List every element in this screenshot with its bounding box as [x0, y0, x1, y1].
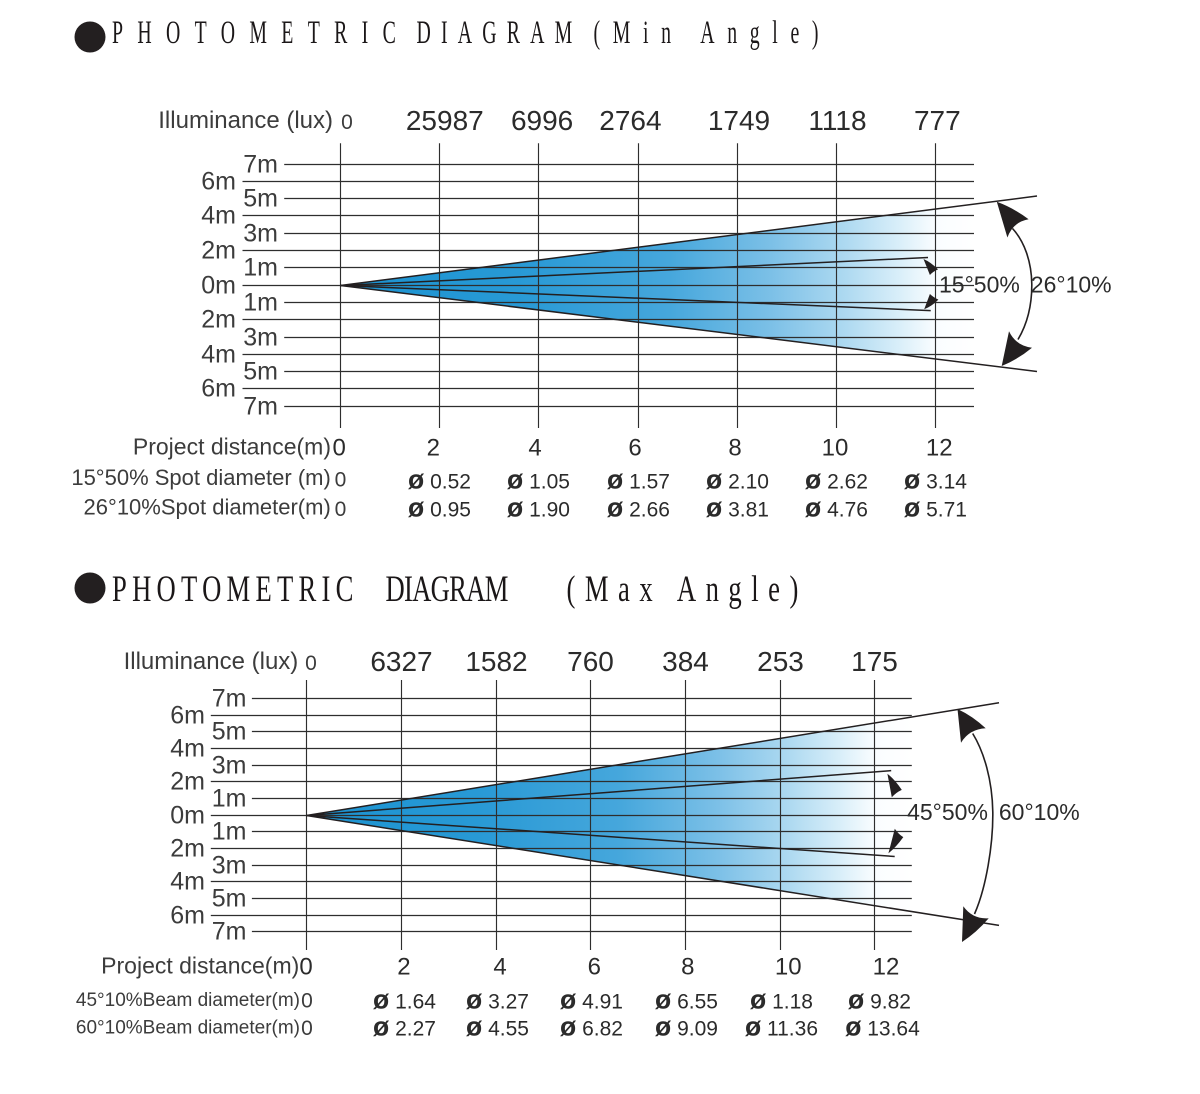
- svg-text:Project distance(m): Project distance(m): [133, 434, 331, 460]
- svg-text:45°50%: 45°50%: [907, 799, 988, 825]
- svg-text:25987: 25987: [406, 105, 484, 136]
- svg-text:4m: 4m: [201, 202, 236, 230]
- svg-text:15°50% Spot diameter (m): 15°50% Spot diameter (m): [71, 465, 330, 490]
- svg-text:4m: 4m: [201, 341, 236, 369]
- svg-text:6m: 6m: [201, 375, 236, 403]
- svg-text:6m: 6m: [170, 902, 205, 930]
- svg-text:1582: 1582: [465, 646, 527, 677]
- svg-text:1118: 1118: [808, 105, 866, 136]
- svg-text:Illuminance (lux): Illuminance (lux): [124, 648, 299, 675]
- svg-text:0: 0: [301, 990, 313, 1013]
- svg-text:2m: 2m: [201, 306, 236, 334]
- svg-text:15°50%: 15°50%: [939, 271, 1020, 297]
- svg-text:26°10%Spot diameter(m): 26°10%Spot diameter(m): [84, 495, 331, 520]
- svg-text:7m: 7m: [243, 393, 278, 421]
- svg-text:1749: 1749: [708, 105, 770, 136]
- svg-text:0: 0: [333, 435, 346, 462]
- svg-text:1m: 1m: [243, 254, 278, 282]
- svg-text:6m: 6m: [201, 168, 236, 196]
- svg-text:60°10%: 60°10%: [999, 799, 1080, 825]
- svg-text:5m: 5m: [212, 885, 247, 913]
- svg-text:60°10%Beam diameter(m): 60°10%Beam diameter(m): [76, 1018, 300, 1039]
- svg-text:7m: 7m: [243, 151, 278, 179]
- svg-text:7m: 7m: [212, 685, 247, 713]
- svg-text:6m: 6m: [170, 702, 205, 730]
- svg-text:5m: 5m: [243, 358, 278, 386]
- svg-text:0: 0: [341, 111, 353, 134]
- svg-text:3m: 3m: [243, 220, 278, 248]
- svg-text:(Max Angle): (Max Angle): [567, 568, 808, 609]
- svg-text:4m: 4m: [170, 735, 205, 763]
- svg-text:6: 6: [588, 954, 601, 981]
- svg-text:760: 760: [567, 646, 614, 677]
- svg-text:2m: 2m: [201, 237, 236, 265]
- svg-text:777: 777: [914, 105, 961, 136]
- svg-text:3m: 3m: [212, 852, 247, 880]
- svg-text:2m: 2m: [170, 768, 205, 796]
- svg-text:2764: 2764: [599, 105, 661, 136]
- svg-text:1m: 1m: [243, 289, 278, 317]
- svg-text:8: 8: [681, 954, 694, 981]
- svg-text:0m: 0m: [201, 272, 236, 300]
- svg-text:PHOTOMETRIC: PHOTOMETRIC: [112, 14, 410, 50]
- svg-text:10: 10: [775, 954, 802, 981]
- svg-text:DIAGRAM: DIAGRAM: [417, 14, 583, 50]
- svg-text:7m: 7m: [212, 918, 247, 946]
- svg-text:384: 384: [662, 646, 709, 677]
- svg-text:2: 2: [427, 435, 440, 462]
- svg-text:253: 253: [757, 646, 804, 677]
- svg-text:Illuminance (lux): Illuminance (lux): [158, 107, 333, 134]
- svg-text:26°10%: 26°10%: [1031, 271, 1112, 297]
- svg-text:0m: 0m: [170, 802, 205, 830]
- svg-text:0: 0: [299, 954, 312, 981]
- svg-text:12: 12: [873, 954, 900, 981]
- svg-text:5m: 5m: [212, 718, 247, 746]
- svg-text:0: 0: [335, 498, 347, 521]
- svg-text:5m: 5m: [243, 185, 278, 213]
- svg-text:10: 10: [822, 435, 849, 462]
- svg-text:ø 1.57: ø 1.57: [607, 465, 670, 495]
- svg-text:45°10%Beam diameter(m): 45°10%Beam diameter(m): [76, 990, 300, 1011]
- svg-text:175: 175: [851, 646, 898, 677]
- svg-text:2m: 2m: [170, 835, 205, 863]
- svg-text:0: 0: [301, 1017, 313, 1040]
- svg-text:6327: 6327: [370, 646, 432, 677]
- svg-text:PHOTOMETRIC: PHOTOMETRIC: [112, 568, 359, 609]
- svg-text:Project distance(m): Project distance(m): [101, 953, 299, 979]
- svg-text:4: 4: [528, 435, 541, 462]
- svg-text:8: 8: [728, 435, 741, 462]
- svg-text:0: 0: [305, 652, 317, 675]
- svg-text:4: 4: [493, 954, 506, 981]
- svg-text:6: 6: [628, 435, 641, 462]
- svg-text:4m: 4m: [170, 868, 205, 896]
- svg-text:3m: 3m: [212, 752, 247, 780]
- svg-text:DIAGRAM: DIAGRAM: [386, 568, 508, 609]
- svg-text:6996: 6996: [511, 105, 573, 136]
- svg-text:1m: 1m: [212, 785, 247, 813]
- svg-text:(Min Angle): (Min Angle): [594, 14, 832, 50]
- svg-text:1m: 1m: [212, 818, 247, 846]
- svg-text:3m: 3m: [243, 324, 278, 352]
- svg-text:2: 2: [397, 954, 410, 981]
- svg-text:0: 0: [335, 469, 347, 492]
- svg-text:12: 12: [926, 435, 953, 462]
